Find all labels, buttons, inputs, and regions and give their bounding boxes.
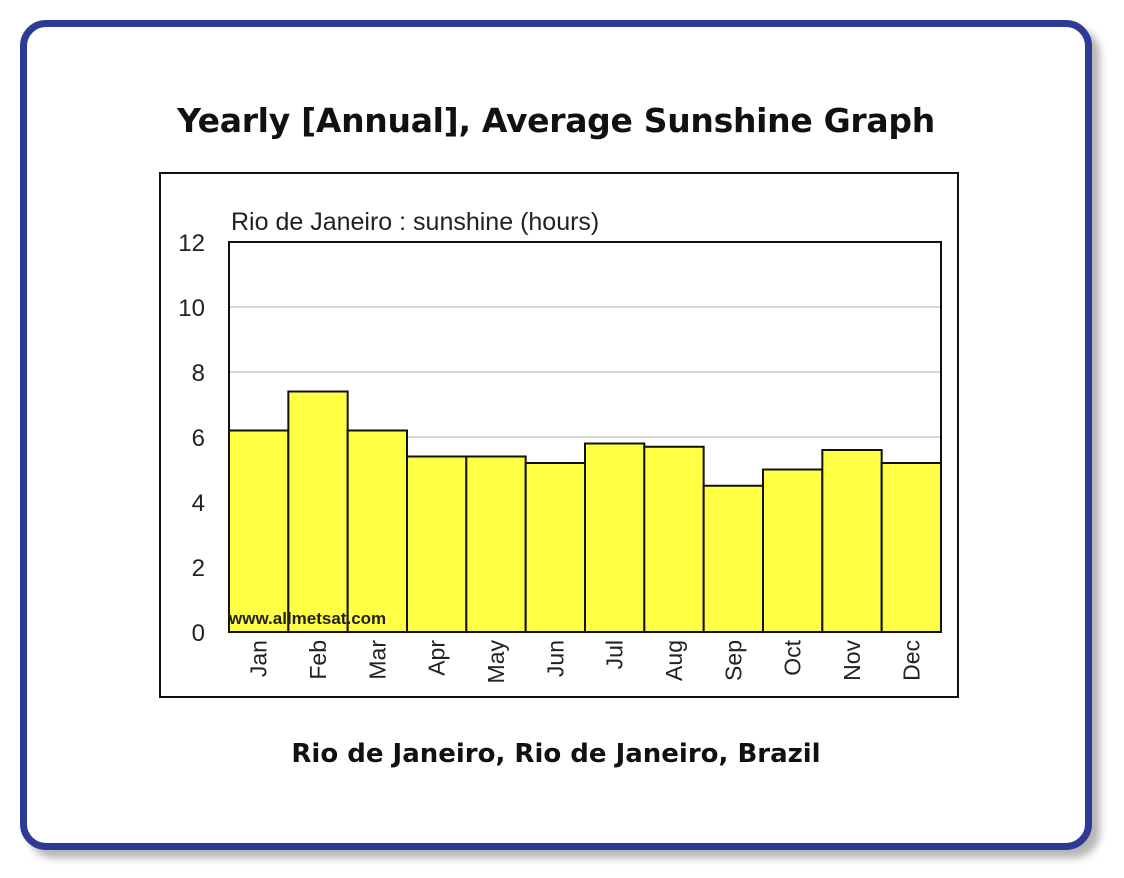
bar-oct: [762, 468, 824, 633]
y-tick-label: 6: [192, 425, 205, 452]
x-tick-label: Apr: [424, 640, 450, 676]
bar-feb: [287, 390, 349, 633]
sunshine-bar-chart: Rio de Janeiro : sunshine (hours) 0 2 4 6 8 1…: [178, 208, 943, 684]
x-tick-label: Oct: [780, 639, 806, 675]
watermark-text: www.allmetsat.com: [228, 609, 386, 628]
x-tick-label: Mar: [364, 640, 390, 680]
x-tick-label: Nov: [839, 640, 865, 681]
x-tick-label: Dec: [898, 640, 924, 681]
bar-jul: [584, 442, 646, 633]
x-tick-label: Jun: [542, 640, 568, 677]
bar-may: [465, 455, 527, 633]
x-tick-label: Sep: [720, 640, 746, 681]
x-tick-label: May: [483, 640, 509, 684]
x-tick-label: Feb: [305, 640, 331, 680]
x-tick-label: Jan: [246, 640, 272, 677]
page-title: Yearly [Annual], Average Sunshine Graph: [177, 101, 935, 140]
bar-mar: [346, 429, 409, 633]
chart-card: Yearly [Annual], Average Sunshine Graph …: [20, 20, 1092, 850]
y-tick-label: 12: [178, 230, 205, 257]
y-tick-label: 0: [192, 620, 205, 647]
bar-apr: [406, 455, 468, 633]
y-tick-label: 8: [192, 360, 205, 387]
bar-jun: [524, 462, 586, 633]
chart-frame: Rio de Janeiro : sunshine (hours) 0 2 4 6 8 1…: [159, 172, 959, 698]
location-caption: Rio de Janeiro, Rio de Janeiro, Brazil: [291, 739, 821, 769]
y-tick-label: 2: [192, 555, 205, 582]
bar-jan: [228, 429, 290, 633]
bar-dec: [880, 462, 943, 633]
x-tick-label: Aug: [661, 640, 687, 681]
x-tick-label: Jul: [602, 640, 628, 669]
y-tick-label: 10: [178, 295, 205, 322]
plot-area: [228, 241, 942, 633]
bar-aug: [643, 445, 705, 633]
bar-sep: [702, 484, 765, 633]
y-tick-label: 4: [192, 490, 205, 517]
bar-nov: [821, 449, 883, 633]
chart-title: Rio de Janeiro : sunshine (hours): [231, 208, 599, 236]
